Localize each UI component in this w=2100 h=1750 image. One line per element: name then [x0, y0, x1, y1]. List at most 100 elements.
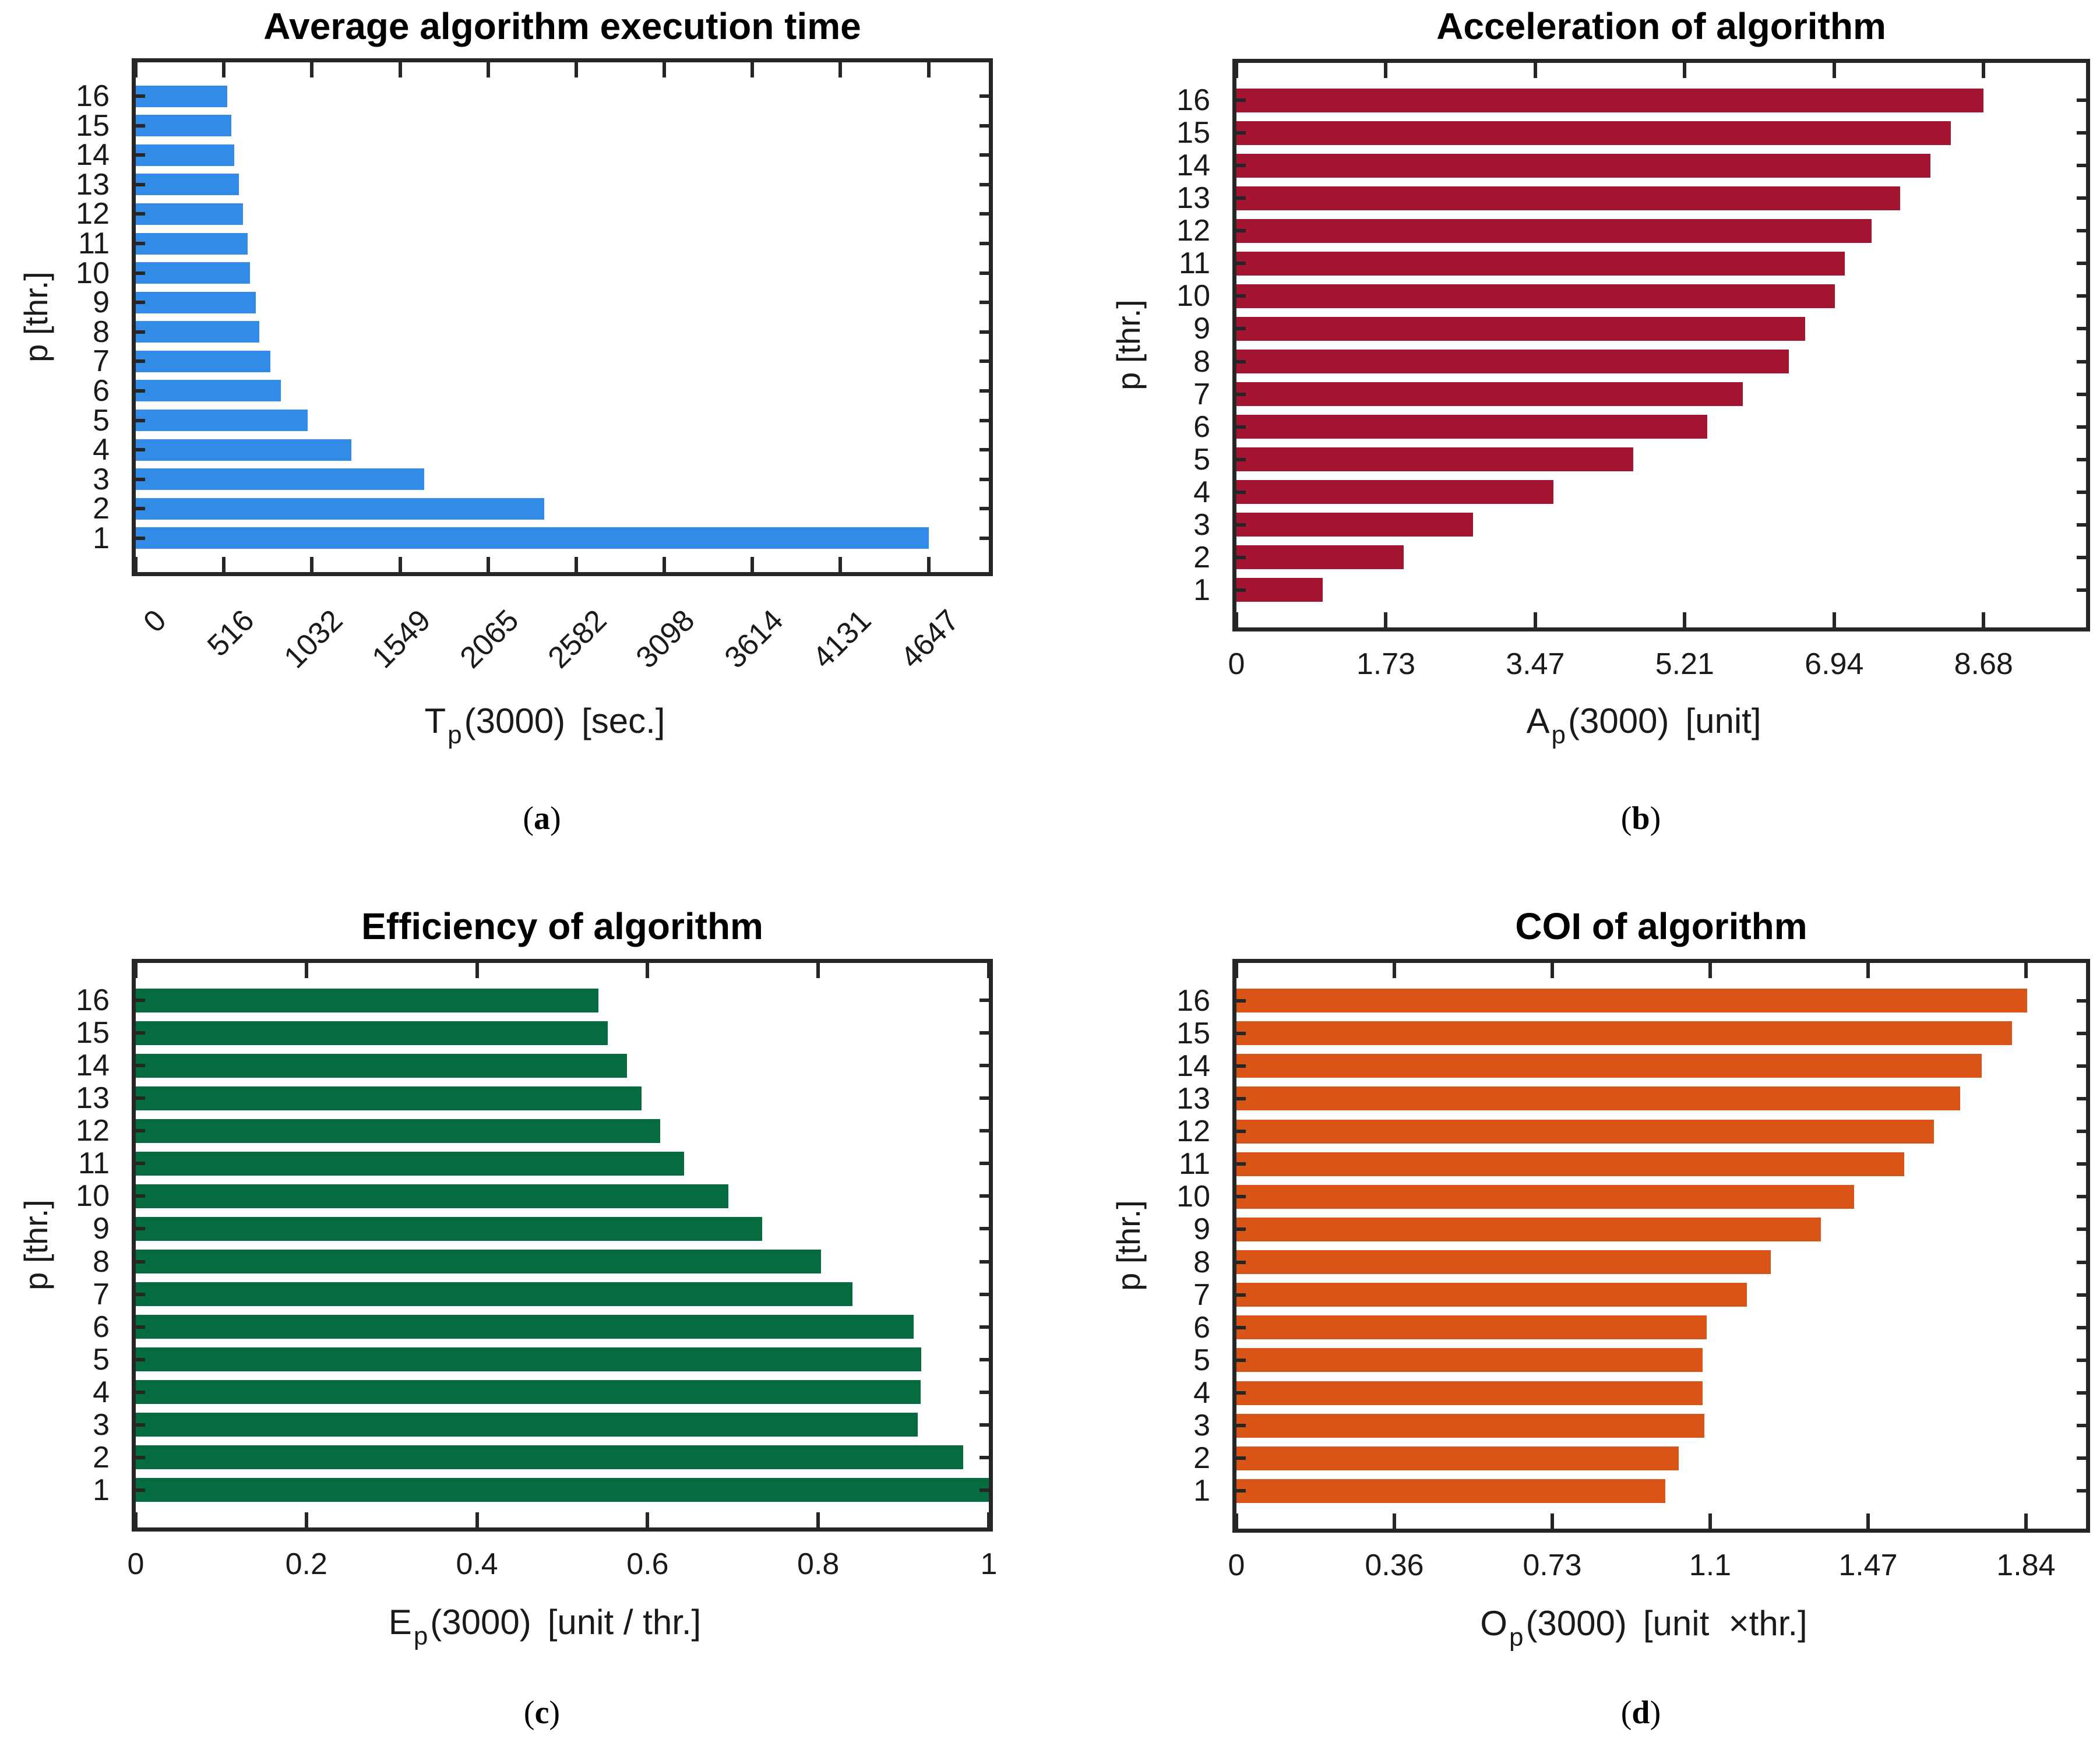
x-tick-label: 4131 [806, 603, 878, 675]
x-tick-top [304, 963, 308, 978]
caption-letter: c [534, 1695, 549, 1731]
ytick-right-p3 [979, 1423, 989, 1427]
x-tick-top [646, 963, 650, 978]
x-tick-bottom [750, 557, 755, 572]
ytick-right-p14 [2077, 1064, 2086, 1068]
ytick-left-p12 [1236, 229, 1246, 233]
bar-p10 [136, 262, 250, 284]
bar-p10 [136, 1184, 729, 1208]
ytick-right-p12 [979, 212, 989, 216]
x-axis-variable: O [1480, 1604, 1507, 1643]
ytick-right-p10 [2077, 1195, 2086, 1199]
x-tick-bottom [987, 1512, 991, 1527]
x-tick-label: 3.47 [1506, 647, 1565, 681]
y-tick-label: 7 [93, 344, 110, 379]
ytick-right-p11 [979, 242, 989, 246]
bar-p9 [1236, 317, 1806, 341]
y-tick-label: 2 [1193, 1441, 1210, 1476]
y-tick-label: 10 [76, 256, 110, 290]
ytick-left-p7 [136, 359, 145, 364]
ytick-left-p3 [1236, 1424, 1246, 1428]
bar-p5 [136, 1347, 922, 1371]
bar-p16 [136, 85, 227, 107]
caption: (c) [408, 1692, 676, 1733]
ytick-left-p8 [1236, 359, 1246, 364]
y-tick-label: 12 [76, 1114, 110, 1148]
y-tick-label: 12 [1176, 214, 1210, 248]
y-tick-label: 9 [93, 285, 110, 320]
ytick-right-p12 [979, 1129, 989, 1133]
ytick-right-p4 [2077, 490, 2086, 494]
ytick-left-p8 [136, 330, 145, 334]
bar-p12 [1236, 1119, 1935, 1144]
ytick-left-p4 [1236, 1391, 1246, 1395]
ytick-left-p13 [1236, 1096, 1246, 1100]
bar-p15 [1236, 121, 1951, 145]
ytick-left-p5 [136, 418, 145, 422]
ytick-left-p16 [1236, 98, 1246, 103]
ytick-right-p2 [979, 1455, 989, 1459]
ytick-right-p13 [2077, 1096, 2086, 1100]
ytick-left-p11 [1236, 1162, 1246, 1166]
ytick-right-p15 [2077, 131, 2086, 135]
ytick-right-p5 [979, 418, 989, 422]
x-tick-label: 8.68 [1954, 647, 2013, 681]
ytick-right-p4 [979, 448, 989, 452]
y-tick-label: 16 [76, 79, 110, 114]
bar-p1 [136, 527, 929, 549]
ytick-right-p6 [979, 389, 989, 393]
bar-p9 [136, 1217, 762, 1241]
x-tick-label: 0.6 [626, 1547, 669, 1581]
ytick-left-p7 [136, 1292, 145, 1296]
y-tick-label: 3 [1193, 507, 1210, 542]
x-tick-top [1982, 63, 1986, 78]
ytick-left-p16 [136, 94, 145, 98]
bar-p14 [1236, 1054, 1982, 1078]
bar-p6 [1236, 415, 1708, 439]
x-axis-args: (3000) [1568, 701, 1669, 740]
y-tick-label: 16 [1176, 83, 1210, 118]
bar-p8 [136, 1250, 821, 1273]
x-tick-top [838, 62, 843, 77]
bar-p15 [136, 1021, 608, 1045]
ytick-right-p9 [2077, 327, 2086, 331]
x-tick-bottom [1982, 612, 1986, 627]
bar-p15 [136, 115, 231, 137]
x-axis-label: Ap(3000) [unit] [1218, 698, 2069, 749]
ytick-right-p7 [2077, 1293, 2086, 1297]
x-tick-bottom [574, 557, 578, 572]
y-tick-label: 16 [76, 983, 110, 1018]
bar-p4 [136, 1380, 921, 1404]
x-tick-label: 5.21 [1655, 647, 1714, 681]
ytick-left-p7 [1236, 1293, 1246, 1297]
x-tick-bottom [1392, 1513, 1396, 1529]
y-tick-label: 13 [76, 1081, 110, 1116]
ytick-right-p14 [979, 153, 989, 157]
ytick-right-p4 [2077, 1391, 2086, 1395]
ytick-right-p7 [979, 359, 989, 364]
bar-p11 [136, 232, 248, 255]
ytick-left-p10 [136, 1194, 145, 1198]
ytick-left-p4 [1236, 490, 1246, 494]
x-tick-top [663, 62, 667, 77]
ytick-left-p9 [136, 1227, 145, 1231]
x-tick-label: 1.47 [1838, 1548, 1898, 1582]
x-axis-args: (3000) [1525, 1604, 1627, 1643]
x-axis-label: Op(3000) [unit ×thr.] [1218, 1600, 2069, 1652]
y-tick-label: 6 [1193, 410, 1210, 444]
bar-p9 [136, 291, 256, 313]
ytick-right-p3 [2077, 523, 2086, 527]
ytick-left-p6 [136, 389, 145, 393]
x-tick-bottom [816, 1512, 820, 1527]
x-tick-bottom [1235, 612, 1238, 627]
x-tick-bottom [1533, 612, 1537, 627]
y-tick-label: 10 [76, 1179, 110, 1213]
bar-p7 [1236, 382, 1743, 406]
ytick-right-p14 [979, 1064, 989, 1068]
x-tick-top [926, 62, 931, 77]
caption-open-paren: ( [1620, 800, 1632, 837]
y-tick-label: 6 [93, 1310, 110, 1344]
ytick-right-p8 [2077, 1260, 2086, 1264]
y-tick-label: 5 [93, 1342, 110, 1377]
